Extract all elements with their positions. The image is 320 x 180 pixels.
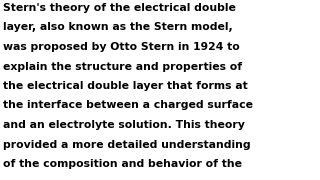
Text: and an electrolyte solution. This theory: and an electrolyte solution. This theory: [3, 120, 245, 130]
Text: the electrical double layer that forms at: the electrical double layer that forms a…: [3, 81, 248, 91]
Text: layer, also known as the Stern model,: layer, also known as the Stern model,: [3, 22, 233, 33]
Text: provided a more detailed understanding: provided a more detailed understanding: [3, 140, 251, 150]
Text: explain the structure and properties of: explain the structure and properties of: [3, 62, 242, 71]
Text: Stern's theory of the electrical double: Stern's theory of the electrical double: [3, 3, 236, 13]
Text: the interface between a charged surface: the interface between a charged surface: [3, 100, 253, 111]
Text: of the composition and behavior of the: of the composition and behavior of the: [3, 159, 242, 169]
Text: was proposed by Otto Stern in 1924 to: was proposed by Otto Stern in 1924 to: [3, 42, 240, 52]
